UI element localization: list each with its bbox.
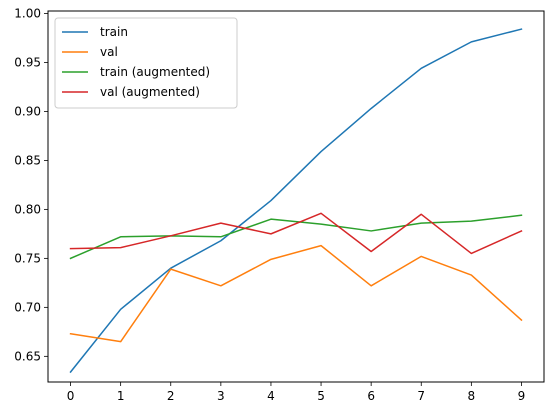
legend-label-1: val xyxy=(100,45,118,59)
plot-frame xyxy=(47,10,545,383)
legend-label-3: val (augmented) xyxy=(100,85,200,99)
x-tick-label: 9 xyxy=(518,389,526,403)
x-tick-label: 6 xyxy=(367,389,375,403)
y-axis: 0.65 0.70 0.75 0.80 0.85 0.90 0.95 1.00 xyxy=(14,6,48,363)
series-line-3 xyxy=(69,212,523,255)
y-tick-label: 0.95 xyxy=(14,55,41,69)
x-tick-label: 8 xyxy=(468,389,476,403)
y-tick-label: 0.80 xyxy=(14,202,41,216)
x-tick-label: 4 xyxy=(267,389,275,403)
y-tick-label: 0.90 xyxy=(14,104,41,118)
y-tick-label: 1.00 xyxy=(14,6,41,20)
x-tick-label: 2 xyxy=(167,389,175,403)
series-line-1 xyxy=(69,244,523,343)
legend-label-2: train (augmented) xyxy=(100,65,210,79)
x-tick-label: 3 xyxy=(217,389,225,403)
y-tick-label: 0.85 xyxy=(14,153,41,167)
y-tick-label: 0.75 xyxy=(14,251,41,265)
x-tick-label: 0 xyxy=(67,389,75,403)
legend: train val train (augmented) val (augmented) xyxy=(54,17,238,109)
y-tick-label: 0.70 xyxy=(14,300,41,314)
x-tick-label: 1 xyxy=(117,389,125,403)
legend-box xyxy=(54,17,238,109)
y-tick-label: 0.65 xyxy=(14,349,41,363)
x-tick-label: 5 xyxy=(317,389,325,403)
x-tick-label: 7 xyxy=(417,389,425,403)
series-line-2 xyxy=(69,214,523,260)
legend-label-0: train xyxy=(100,25,128,39)
x-axis: 0 1 2 3 4 5 6 7 8 9 xyxy=(67,382,526,403)
series-line-0 xyxy=(69,28,523,374)
series-layer xyxy=(69,28,523,374)
